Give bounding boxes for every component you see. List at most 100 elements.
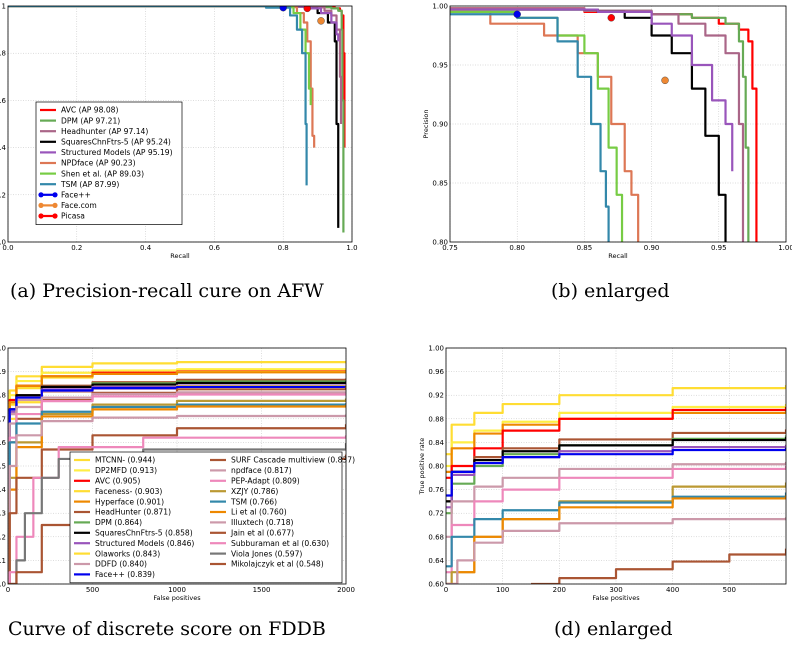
legend-label: DPM (0.864) xyxy=(95,518,142,527)
y-tick-label-d: 0.72 xyxy=(428,510,444,518)
point-marker xyxy=(513,10,521,18)
legend-label: PEP-Adapt (0.809) xyxy=(231,477,300,486)
x-tick-label-d: 300 xyxy=(609,586,622,594)
x-tick-label-a: 0.6 xyxy=(209,244,221,252)
legend-marker xyxy=(52,192,58,198)
y-axis-label-d: True positive rate xyxy=(418,438,426,496)
series-line xyxy=(8,361,346,584)
y-tick-label-d: 0.92 xyxy=(428,392,444,400)
y-tick-label-b: 0.80 xyxy=(432,239,448,247)
y-tick-label-b: 0.85 xyxy=(432,180,448,188)
legend-label: NPDface (AP 90.23) xyxy=(61,159,136,168)
point-marker xyxy=(303,6,311,13)
x-tick-label-d: 200 xyxy=(553,586,566,594)
y-tick-label-c: 0.7 xyxy=(0,415,6,423)
legend-label: TSM (0.766) xyxy=(230,497,277,506)
y-tick-label-c: 0.9 xyxy=(0,368,6,376)
y-tick-label-c: 0.6 xyxy=(0,439,7,447)
legend-label: Jain et al (0.677) xyxy=(230,529,294,538)
x-axis-label-a: Recall xyxy=(170,252,190,260)
x-tick-label-d: 100 xyxy=(496,586,509,594)
series-line xyxy=(8,385,346,584)
y-tick-label-c: 1.0 xyxy=(0,345,6,353)
y-tick-label-d: 0.64 xyxy=(428,557,444,565)
legend-a xyxy=(35,101,183,225)
series-group-d xyxy=(446,385,786,584)
series-line xyxy=(446,517,786,584)
y-tick-label-d: 0.76 xyxy=(428,486,444,494)
x-tick-label-b: 0.85 xyxy=(577,244,593,252)
series-line xyxy=(531,548,786,584)
point-marker xyxy=(317,17,325,25)
y-tick-label-c: 0.8 xyxy=(0,392,6,400)
y-tick-label-a: 1 xyxy=(2,3,6,11)
series-line xyxy=(8,443,346,584)
legend-c xyxy=(69,451,343,584)
legend-label: Li et al (0.760) xyxy=(231,508,287,517)
legend-label: SquaresChnFtrs-5 (0.858) xyxy=(95,529,193,538)
panel-c: 0 500 1000 1500 2000 0.0 0.1 0.2 0.3 0.4 0.5 0.6 0.7… xyxy=(0,345,355,603)
legend-marker xyxy=(52,213,58,219)
series-line xyxy=(450,8,734,172)
series-line xyxy=(8,371,346,584)
legend-label: Illuxtech (0.718) xyxy=(231,518,294,527)
axes-frame-b xyxy=(449,5,787,243)
legend-marker xyxy=(38,213,44,219)
legend-label: TSM (AP 87.99) xyxy=(60,180,119,189)
series-line xyxy=(446,466,786,574)
legend-label: AVC (AP 98.08) xyxy=(61,106,119,115)
y-axis-label-b: Precision xyxy=(422,109,430,138)
legend-label: SURF Cascade multiview (0.837) xyxy=(231,456,355,465)
series-line xyxy=(446,461,786,538)
series-line xyxy=(446,407,786,479)
x-tick-label-b: 0.95 xyxy=(711,244,727,252)
y-tick-label-a: 0.8 xyxy=(0,50,6,58)
y-tick-label-d: 0.84 xyxy=(428,439,444,447)
y-tick-label-d: 0.68 xyxy=(428,533,444,541)
legend-label: Mikolajczyk et al (0.548) xyxy=(231,560,324,569)
x-tick-label-a: 0.2 xyxy=(71,244,82,252)
legend-label: Face++ (0.839) xyxy=(95,570,155,579)
legend-label: Viola Jones (0.597) xyxy=(231,549,302,558)
axes-frame-a xyxy=(7,5,353,243)
series-line xyxy=(8,368,346,584)
legend-label: Olaworks (0.843) xyxy=(95,549,160,558)
series-line xyxy=(8,424,346,584)
series-line xyxy=(446,404,786,468)
legend-label: Hyperface (0.901) xyxy=(95,497,164,506)
caption-c: Curve of discrete score on FDDB xyxy=(8,618,326,640)
legend-label: DP2MFD (0.913) xyxy=(95,466,157,475)
y-tick-label-d: 0.60 xyxy=(428,581,444,589)
series-line xyxy=(8,391,346,584)
x-tick-label-d: 0 xyxy=(444,586,448,594)
y-tick-label-a: 0.2 xyxy=(0,191,6,199)
legend-label: Shen et al. (AP 89.03) xyxy=(61,169,144,178)
x-tick-label-c: 0 xyxy=(6,586,10,594)
y-tick-label-b: 0.95 xyxy=(432,62,448,70)
y-tick-label-c: 0.0 xyxy=(0,581,6,589)
y-tick-label-c: 0.2 xyxy=(0,533,6,541)
panel-d: 0 100 200 300 400 500 0.60 0.64 0.68 0.72 0.76 0.80… xyxy=(418,345,787,602)
y-tick-label-a: 0.4 xyxy=(0,144,7,152)
series-line xyxy=(450,13,610,242)
y-tick-label-d: 0.96 xyxy=(428,368,444,376)
legend-label: DDFD (0.840) xyxy=(95,560,147,569)
y-tick-label-b: 0.90 xyxy=(432,121,448,129)
caption-d: (d) enlarged xyxy=(554,618,673,640)
x-tick-label-b: 0.80 xyxy=(509,244,525,252)
series-line xyxy=(8,414,346,584)
y-tick-label-c: 0.5 xyxy=(0,463,6,471)
series-line xyxy=(8,393,346,584)
axes-frame-c xyxy=(7,347,347,585)
x-tick-label-b: 0.90 xyxy=(644,244,660,252)
x-tick-label-c: 1500 xyxy=(253,586,271,594)
legend-label: Structured Models (0.846) xyxy=(95,539,194,548)
legend-label: Picasa xyxy=(61,212,85,221)
legend-label: npdface (0.817) xyxy=(231,466,292,475)
series-line xyxy=(446,385,786,456)
series-group-c xyxy=(8,361,346,584)
x-tick-label-a: 0.4 xyxy=(140,244,152,252)
legend-label: DPM (AP 97.21) xyxy=(61,116,120,125)
x-tick-label-a: 0.0 xyxy=(2,244,13,252)
x-tick-label-c: 1000 xyxy=(168,586,186,594)
